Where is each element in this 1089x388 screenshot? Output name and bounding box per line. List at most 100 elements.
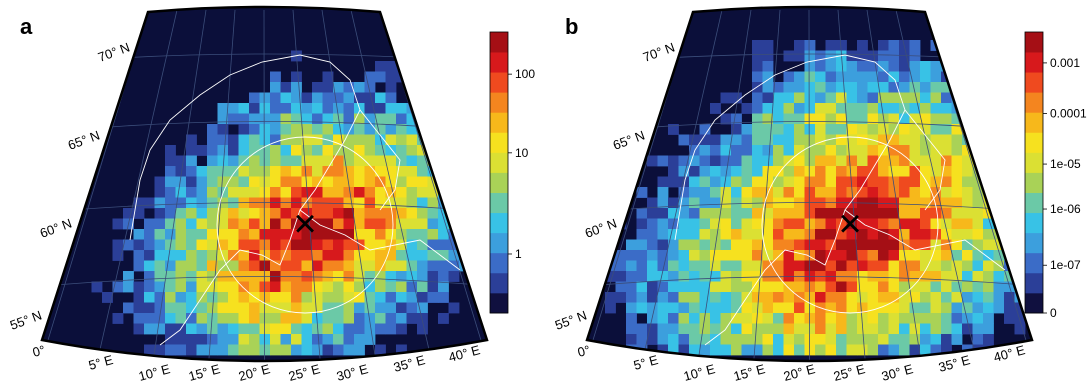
heatmap-cell (175, 239, 187, 251)
heatmap-cell (731, 260, 742, 272)
heatmap-cell (186, 250, 197, 261)
heatmap-cell (678, 239, 690, 251)
heatmap-cell (343, 208, 355, 219)
heatmap-cell (846, 260, 858, 272)
heatmap-cell (364, 250, 376, 261)
heatmap-cell (731, 218, 742, 230)
heatmap-cell (783, 281, 795, 293)
heatmap-cell (941, 82, 952, 93)
heatmap-cell (846, 50, 858, 62)
heatmap-cell (343, 250, 355, 261)
heatmap-cell (846, 176, 858, 188)
heatmap-cell (668, 229, 679, 240)
heatmap-cell (186, 334, 197, 345)
heatmap-cell (899, 50, 910, 62)
release-site-marker: × (293, 202, 316, 246)
heatmap-cell (228, 250, 239, 261)
heatmap-cell (186, 271, 197, 282)
heatmap-cell (385, 250, 397, 261)
heatmap-cell (343, 82, 355, 93)
heatmap-cell (364, 145, 376, 156)
heatmap-cell (920, 344, 931, 356)
heatmap-cell (699, 145, 711, 156)
colorbar-tick-label: 0.001 (1050, 56, 1080, 70)
heatmap-cell (678, 155, 690, 167)
heatmap-cell (731, 313, 742, 324)
heatmap-cell (301, 281, 313, 293)
heatmap-cell (710, 281, 721, 293)
heatmap-cell (909, 124, 921, 135)
heatmap-cell (941, 334, 952, 345)
heatmap-cell (689, 281, 700, 293)
heatmap-cell (217, 281, 229, 293)
heatmap-cell (249, 176, 260, 188)
parallel-line (599, 276, 1026, 286)
heatmap-cell (144, 344, 155, 356)
heatmap-cell (846, 334, 858, 345)
heatmap-cell (962, 229, 973, 240)
heatmap-cell (909, 344, 921, 356)
heatmap-cell (469, 271, 481, 282)
heatmap-cell (636, 239, 648, 251)
heatmap-cell (647, 260, 658, 272)
longitude-label: 10° E (137, 361, 172, 383)
heatmap-cell (710, 313, 721, 324)
heatmap-cell (385, 113, 397, 125)
heatmap-cell (322, 218, 334, 230)
heatmap-cell (930, 197, 942, 209)
heatmap-cell (228, 313, 239, 324)
heatmap-cell (636, 208, 648, 219)
heatmap-cell (731, 302, 742, 314)
latitude-label: 70° N (641, 40, 677, 65)
heatmap-cell (375, 176, 386, 188)
heatmap-cell (364, 187, 376, 198)
heatmap-cell (815, 344, 826, 356)
heatmap-cell (1004, 197, 1015, 209)
latitude-label: 65° N (611, 128, 647, 153)
heatmap-cell (836, 61, 847, 72)
heatmap-cell (333, 197, 344, 209)
heatmap-cell (783, 208, 795, 219)
heatmap-cell (448, 271, 460, 282)
heatmap-cell (972, 208, 984, 219)
heatmap-cell (794, 218, 805, 230)
heatmap-cell (962, 239, 973, 251)
heatmap-cell (930, 281, 942, 293)
heatmap-cell (962, 218, 973, 230)
heatmap-cell (312, 313, 323, 324)
heatmap-cell (888, 239, 900, 251)
heatmap-cell (238, 313, 250, 324)
heatmap-cell (720, 145, 732, 156)
heatmap-cell (396, 166, 407, 177)
heatmap-cell (636, 218, 648, 230)
heatmap-cell (280, 260, 292, 272)
heatmap-cell (752, 145, 763, 156)
heatmap-cell (657, 334, 669, 345)
heatmap-cell (930, 302, 942, 314)
heatmap-cell (888, 145, 900, 156)
heatmap-cell (930, 155, 942, 167)
heatmap-cell (720, 344, 732, 356)
heatmap-cell (322, 208, 334, 219)
heatmap-cell (836, 281, 847, 293)
heatmap-cell (741, 229, 753, 240)
heatmap-cell (406, 229, 418, 240)
heatmap-cell (783, 250, 795, 261)
heatmap-cell (427, 103, 439, 114)
heatmap-cell (301, 229, 313, 240)
heatmap-cell (280, 250, 292, 261)
heatmap-cell (375, 239, 386, 251)
heatmap-cell (920, 334, 931, 345)
heatmap-cell (364, 292, 376, 303)
heatmap-cell (857, 218, 868, 230)
heatmap-cell (249, 302, 260, 314)
heatmap-cell (396, 260, 407, 272)
heatmap-cell (752, 323, 763, 335)
heatmap-cell (678, 344, 690, 356)
heatmap-cell (678, 292, 690, 303)
heatmap-cell (909, 334, 921, 345)
heatmap-cell (417, 250, 428, 261)
heatmap-cell (459, 113, 470, 125)
heatmap-cell (951, 281, 963, 293)
heatmap-cell (249, 103, 260, 114)
